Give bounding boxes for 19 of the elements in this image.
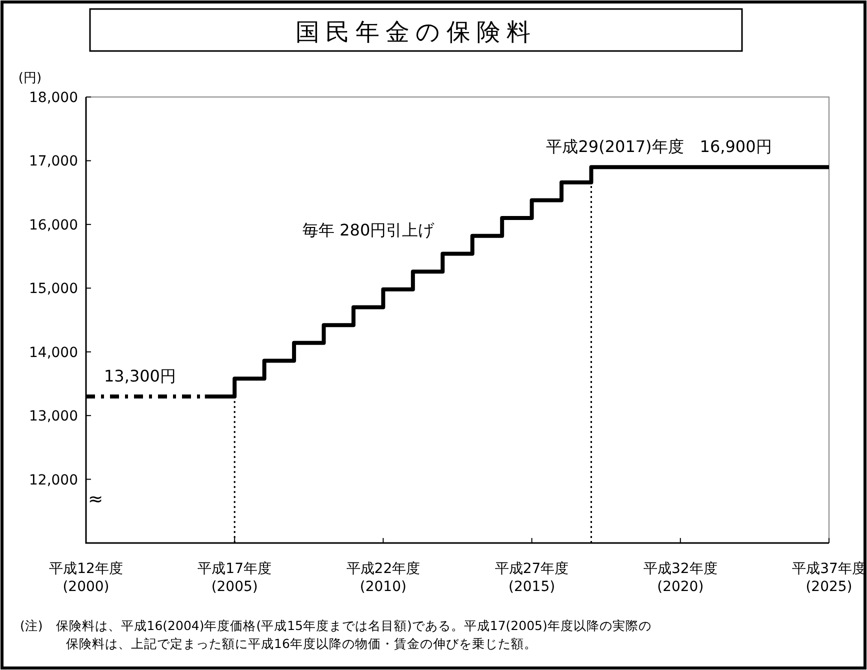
text: (注) 保険料は、平成16(2004)年度価格(平成15年度までは名目額)である。平成17(2005)年度以降の実際の保険料は、上記で定まった額に平成16年度以降の物価・賃金の伸びを乗じた額。 <box>20 618 652 651</box>
y-tick-label: 16,000 <box>29 217 78 234</box>
y-tick-label: 14,000 <box>29 344 78 361</box>
x-tick-label: 平成12年度 (2000) <box>49 561 123 595</box>
y-axis-title: (円) <box>18 71 42 86</box>
annotation: 13,300円 <box>104 366 176 386</box>
x-tick-label: 平成22年度 (2010) <box>346 561 420 595</box>
x-tick-label: 平成27年度 (2015) <box>494 561 569 595</box>
y-tick-label: 15,000 <box>29 281 78 298</box>
y-tick-label: 17,000 <box>29 154 78 170</box>
x-tick-label: 平成17年度 (2005) <box>198 561 272 595</box>
y-tick-label: 18,000 <box>29 90 78 106</box>
annotation: ≈ <box>88 488 104 510</box>
annotation: 平成29(2017)年度 16,900円 <box>546 137 772 156</box>
y-tick-label: 13,000 <box>29 408 78 425</box>
chart-title: 国民年金の保険料 <box>296 18 536 46</box>
x-tick-label: 平成32年度 (2020) <box>643 561 718 595</box>
annotation: 毎年 280円引上げ <box>302 220 436 240</box>
y-tick-label: 12,000 <box>29 472 78 488</box>
